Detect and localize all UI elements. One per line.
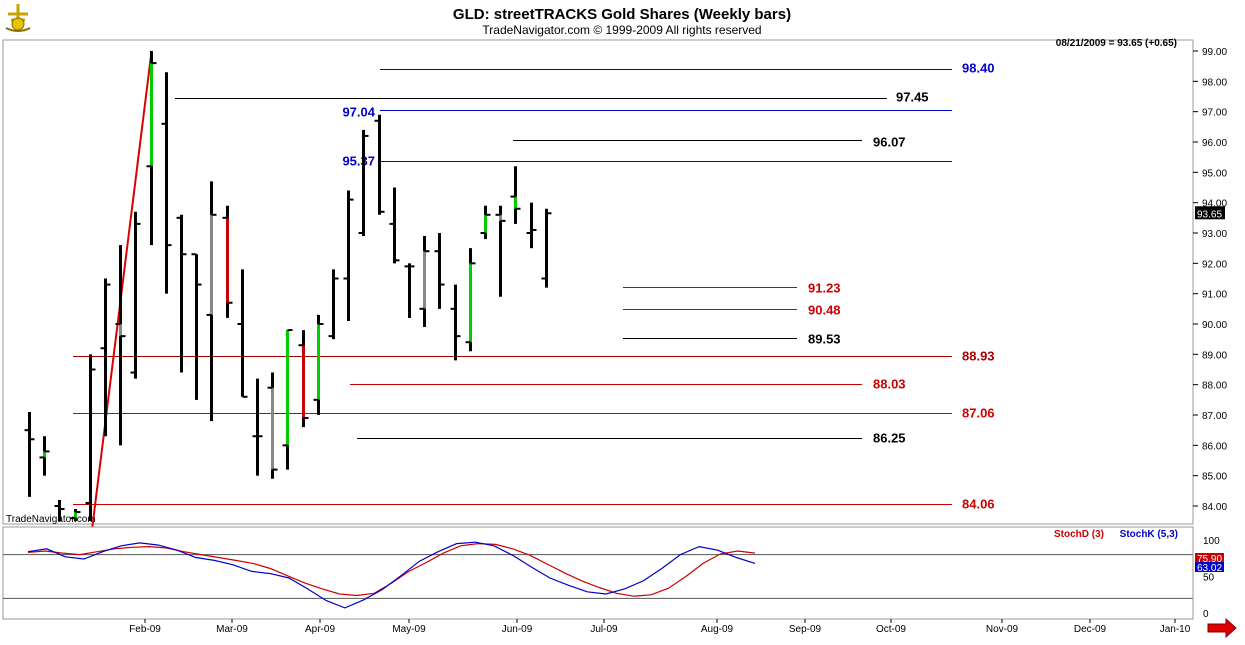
level-label: 87.06: [962, 406, 995, 421]
price-tick-label: 92.00: [1202, 259, 1227, 270]
stochastic-panel: [2, 526, 1194, 620]
level-lines: 98.40 97.45 97.04 96.07 95.37 91.23 90.48 89.53…: [73, 61, 995, 512]
month-label: Dec-09: [1074, 624, 1107, 635]
price-tick-label: 94.00: [1202, 199, 1227, 210]
month-label: Nov-09: [986, 624, 1019, 635]
logo-icon[interactable]: [0, 0, 36, 34]
price-tick-label: 90.00: [1202, 320, 1227, 331]
stoch-tick-label: 0: [1203, 609, 1209, 620]
month-label: May-09: [392, 624, 426, 635]
stochd-legend: StochD (3): [1054, 529, 1104, 540]
level-label: 84.06: [962, 497, 995, 512]
stochd-badge: [1195, 553, 1224, 563]
stochk-badge: [1195, 562, 1224, 572]
price-tick-label: 84.00: [1202, 502, 1227, 513]
price-tick-label: 96.00: [1202, 138, 1227, 149]
month-label: Apr-09: [305, 624, 335, 635]
level-label: 98.40: [962, 61, 995, 76]
level-label: 89.53: [808, 332, 841, 347]
level-label: 88.03: [873, 377, 906, 392]
chart-title: GLD: streetTRACKS Gold Shares (Weekly ba…: [453, 6, 791, 23]
month-label: Jan-10: [1160, 624, 1191, 635]
month-label: Jul-09: [590, 624, 618, 635]
month-label: Mar-09: [216, 624, 248, 635]
level-label: 95.37: [342, 154, 375, 169]
level-label: 86.25: [873, 431, 906, 446]
level-label: 97.04: [342, 105, 375, 120]
chart-subtitle: TradeNavigator.com © 1999-2009 All right…: [482, 23, 761, 37]
price-tick-label: 97.00: [1202, 108, 1227, 119]
price-panel: [2, 39, 1194, 525]
quote-readout: 08/21/2009 = 93.65 (+0.65): [1056, 38, 1177, 49]
level-label: 90.48: [808, 303, 841, 318]
last-price-badge: [1195, 206, 1225, 220]
level-label: 91.23: [808, 281, 841, 296]
stoch-tick-label: 50: [1203, 573, 1215, 584]
month-label: Sep-09: [789, 624, 822, 635]
price-tick-label: 89.00: [1202, 350, 1227, 361]
month-label: Jun-09: [502, 624, 533, 635]
month-axis: Feb-09 Mar-09 Apr-09 May-09 Jun-09 Jul-09 Aug-…: [129, 619, 1191, 635]
watermark: TradeNavigator.com: [6, 514, 96, 525]
price-tick-label: 95.00: [1202, 168, 1227, 179]
stochk-line: [27, 541, 756, 609]
stochastic-lines: [3, 541, 1193, 609]
price-tick-label: 99.00: [1202, 47, 1227, 58]
last-price-label: 93.65: [1197, 209, 1222, 220]
month-label: Oct-09: [876, 624, 906, 635]
stochk-legend: StochK (5,3): [1120, 529, 1178, 540]
stochk-badge-label: 63.02: [1197, 563, 1222, 574]
stochd-badge-label: 75.90: [1197, 554, 1222, 565]
price-tick-label: 91.00: [1202, 290, 1227, 301]
scroll-right-arrow-icon[interactable]: [1207, 617, 1237, 639]
level-label: 97.45: [896, 90, 929, 105]
month-label: Feb-09: [129, 624, 161, 635]
price-axis: 99.00 98.00 97.00 96.00 95.00 94.00 93.00 92.00…: [1192, 40, 1227, 524]
price-bars: [24, 51, 552, 522]
price-tick-label: 93.00: [1202, 229, 1227, 240]
price-tick-label: 87.00: [1202, 411, 1227, 422]
price-tick-label: 98.00: [1202, 77, 1227, 88]
level-label: 96.07: [873, 135, 906, 150]
price-tick-label: 85.00: [1202, 472, 1227, 483]
level-label: 88.93: [962, 349, 995, 364]
price-tick-label: 86.00: [1202, 441, 1227, 452]
stoch-tick-label: 100: [1203, 536, 1220, 547]
month-label: Aug-09: [701, 624, 734, 635]
price-tick-label: 88.00: [1202, 381, 1227, 392]
